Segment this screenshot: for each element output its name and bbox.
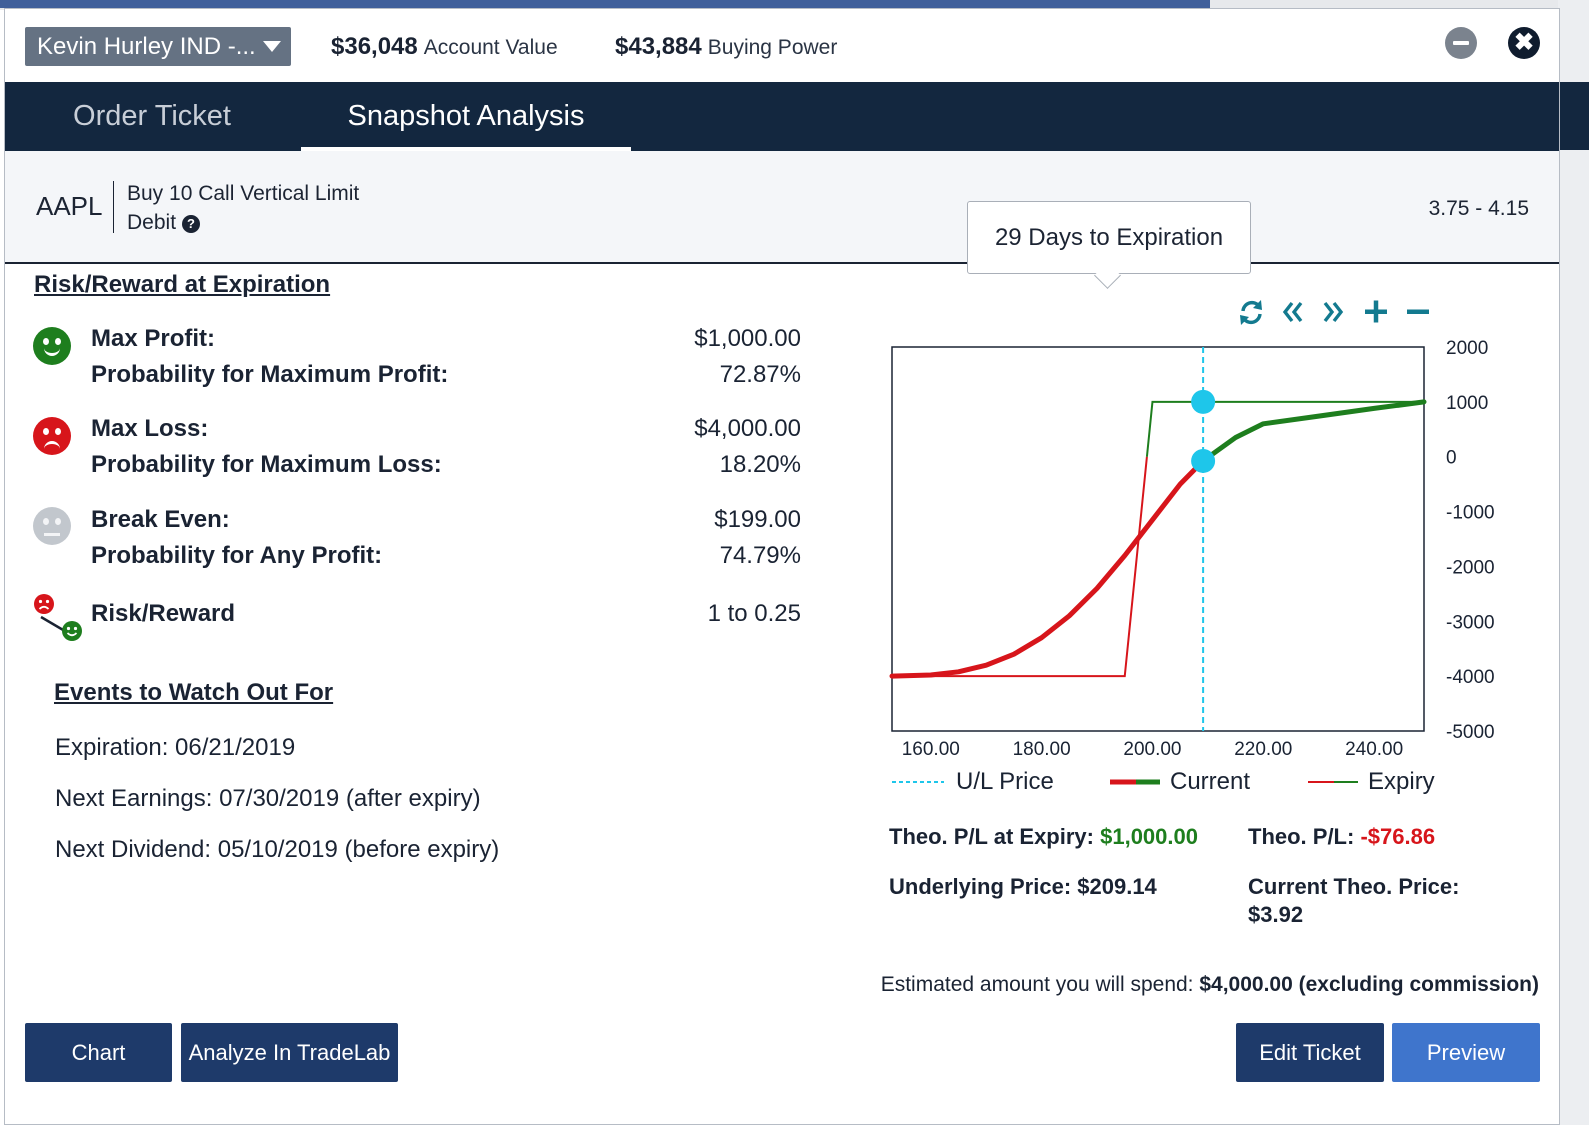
account-value: $36,048 Account Value	[331, 33, 558, 61]
theo-pl-value: -$76.86	[1360, 824, 1436, 849]
underlying-price: Underlying Price: $209.14	[889, 874, 1157, 899]
happy-face-icon	[33, 327, 71, 365]
price-marker-1[interactable]	[1191, 448, 1216, 473]
edit-ticket-button[interactable]: Edit Ticket	[1236, 1023, 1384, 1082]
theo-pl-expiry-value: $1,000.00	[1100, 824, 1198, 849]
risk-reward-ratio-icon	[34, 594, 82, 641]
prob-any-profit-value: 74.79%	[719, 542, 801, 569]
chevron-down-icon	[263, 41, 281, 52]
max-profit-value: $1,000.00	[694, 325, 801, 352]
account-select-value: Kevin Hurley IND -...	[37, 32, 256, 60]
refresh-icon[interactable]	[1240, 300, 1262, 325]
order-symbol: AAPL	[36, 191, 103, 221]
x-tick-label: 180.00	[1013, 739, 1071, 760]
profit-loss-chart[interactable]: 2000 1000 0 -1000 -2000 -3000 -4000 -5000 160.00…	[865, 329, 1555, 809]
background-page-top	[0, 0, 1589, 10]
max-loss-value: $4,000.00	[694, 415, 801, 442]
snapshot-analysis-dialog: Kevin Hurley IND -... $36,048 Account Val…	[4, 8, 1560, 1125]
divider	[113, 181, 114, 233]
current-theo-price-value: $3.92	[1248, 902, 1304, 927]
x-tick-label: 220.00	[1234, 739, 1292, 760]
theo-pl-expiry: Theo. P/L at Expiry: $1,000.00	[889, 824, 1198, 850]
legend-expiry-label: Expiry	[1368, 768, 1435, 795]
current-line-profit	[1200, 399, 1427, 464]
expiration-tooltip: 29 Days to Expiration	[967, 201, 1251, 274]
risk-reward-label: Risk/Reward	[91, 600, 236, 627]
x-tick-label: 200.00	[1123, 739, 1181, 760]
theo-pl: Theo. P/L: -$76.86	[1248, 824, 1435, 850]
y-tick-label: 2000	[1446, 338, 1488, 359]
price-range: 3.75 - 4.15	[1428, 197, 1529, 220]
plus-icon[interactable]	[1365, 300, 1387, 323]
max-loss-label: Max Loss:	[91, 415, 209, 442]
buying-power-label: Buying Power	[707, 36, 838, 59]
sad-face-icon	[33, 417, 71, 455]
help-icon[interactable]: ?	[182, 215, 201, 233]
preview-button[interactable]: Preview	[1392, 1023, 1540, 1082]
y-tick-label: -1000	[1446, 503, 1495, 524]
estimated-spend-value: $4,000.00 (excluding commission)	[1199, 973, 1539, 996]
y-tick-label: -4000	[1446, 667, 1495, 688]
legend-current-label: Current	[1170, 768, 1250, 795]
dividend-event: Next Dividend: 05/10/2019 (before expiry…	[55, 836, 500, 863]
expiry-line-profit	[1145, 400, 1424, 457]
tab-order-ticket[interactable]: Order Ticket	[73, 100, 231, 132]
x-tick-label: 240.00	[1345, 739, 1403, 760]
plot-frame	[891, 346, 1425, 732]
background-page-right	[1558, 0, 1589, 1125]
earnings-event: Next Earnings: 07/30/2019 (after expiry)	[55, 785, 481, 812]
minimize-button[interactable]	[1445, 27, 1477, 59]
expiration-event: Expiration: 06/21/2019	[55, 734, 296, 761]
x-tick-label: 160.00	[902, 739, 960, 760]
prob-max-loss-label: Probability for Maximum Loss:	[91, 451, 442, 478]
neutral-face-icon	[33, 507, 71, 545]
double-chevron-left-icon[interactable]	[1282, 301, 1303, 323]
y-tick-label: 0	[1446, 448, 1457, 469]
theo-pl-expiry-label: Theo. P/L at Expiry:	[889, 824, 1094, 849]
minus-icon[interactable]	[1407, 309, 1429, 315]
analyze-in-tradelab-button[interactable]: Analyze In TradeLab	[181, 1023, 398, 1082]
current-line-loss	[889, 458, 1206, 679]
tab-bar: Order Ticket Snapshot Analysis	[5, 82, 1559, 151]
prob-max-loss-value: 18.20%	[719, 451, 801, 478]
buying-power: $43,884 Buying Power	[615, 33, 837, 61]
max-profit-label: Max Profit:	[91, 325, 216, 352]
risk-reward-title: Risk/Reward at Expiration	[34, 271, 331, 298]
order-description: Buy 10 Call Vertical Limit Debit?	[127, 179, 359, 237]
order-description-line2: Debit	[127, 211, 177, 234]
order-summary-bar: AAPL Buy 10 Call Vertical Limit Debit? 3…	[5, 151, 1559, 264]
prob-max-profit-label: Probability for Maximum Profit:	[91, 361, 449, 388]
chart-toolbar	[1240, 300, 1429, 325]
account-select[interactable]: Kevin Hurley IND -...	[25, 27, 291, 66]
estimated-spend-label: Estimated amount you will spend:	[880, 973, 1194, 996]
double-chevron-right-icon[interactable]	[1323, 301, 1344, 323]
tab-snapshot-analysis[interactable]: Snapshot Analysis	[301, 82, 631, 151]
close-button[interactable]: ✖	[1508, 27, 1540, 59]
chart-button[interactable]: Chart	[25, 1023, 172, 1082]
legend-ul-label: U/L Price	[956, 768, 1054, 795]
prob-max-profit-value: 72.87%	[719, 361, 801, 388]
account-value-label: Account Value	[423, 36, 558, 59]
price-marker-0[interactable]	[1191, 389, 1216, 414]
account-value-amount: $36,048	[331, 33, 418, 60]
buying-power-amount: $43,884	[615, 33, 702, 60]
expiry-line-loss	[892, 456, 1148, 678]
estimated-spend: Estimated amount you will spend: $4,000.…	[881, 973, 1539, 997]
y-tick-label: -3000	[1446, 612, 1495, 633]
break-even-value: $199.00	[714, 506, 801, 533]
y-tick-label: -5000	[1446, 722, 1495, 743]
y-tick-label: 1000	[1446, 393, 1488, 414]
account-header: Kevin Hurley IND -... $36,048 Account Val…	[5, 9, 1559, 82]
break-even-label: Break Even:	[91, 506, 230, 533]
events-title: Events to Watch Out For	[54, 679, 334, 706]
risk-reward-value: 1 to 0.25	[707, 600, 801, 627]
current-theo-price-label: Current Theo. Price:	[1248, 874, 1460, 899]
close-icon: ✖	[1513, 29, 1535, 56]
prob-any-profit-label: Probability for Any Profit:	[91, 542, 383, 569]
order-description-line1: Buy 10 Call Vertical Limit	[127, 182, 360, 205]
y-tick-label: -2000	[1446, 557, 1495, 578]
theo-pl-label: Theo. P/L:	[1248, 824, 1355, 849]
